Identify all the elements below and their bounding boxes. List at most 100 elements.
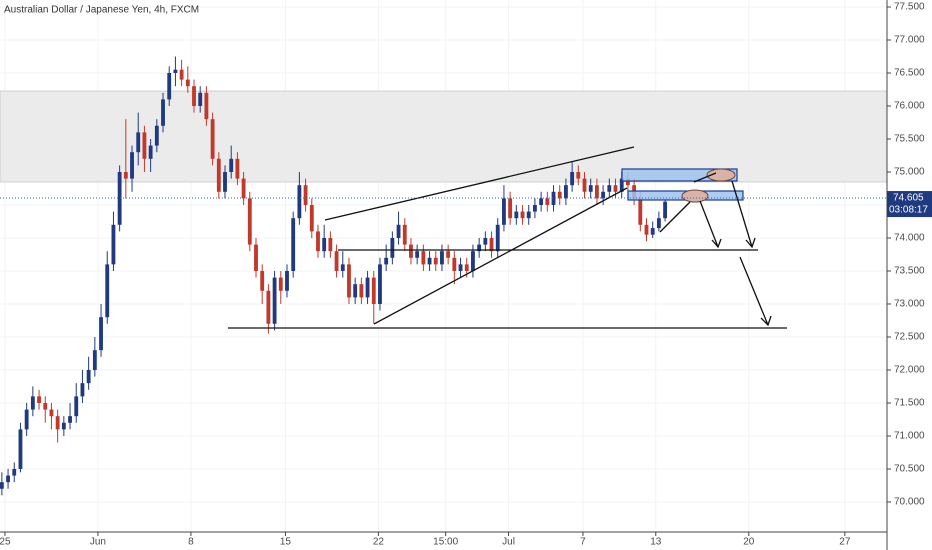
candle-body [378,264,382,304]
candle-body [148,145,153,159]
y-tick-label: 76.500 [894,68,925,79]
candle-body [254,244,258,271]
candle-body [285,270,289,291]
y-tick-label: 71.500 [894,398,925,409]
x-tick-label: 25 [0,537,11,548]
candle-body [154,125,159,146]
candle-body [613,185,618,192]
candle-body [136,132,141,153]
candle-body [247,198,252,245]
candle-body [161,99,165,126]
candle-body [266,290,271,324]
candle-body [539,198,544,205]
candle-body [142,132,147,159]
candle-body [533,204,537,212]
arrow [739,256,772,327]
candle-body [117,171,122,225]
candle-body [99,317,103,351]
ellipse-marker [681,189,709,203]
candle-body [427,257,432,265]
candle-body [477,244,482,252]
candle-body [49,409,54,417]
candle-body [576,171,581,179]
y-tick-label: 73.500 [894,266,925,277]
y-tick-label: 77.000 [894,35,925,46]
y-tick-label: 70.500 [894,464,925,475]
x-tick-label: Jul [502,537,515,548]
candle-body [0,482,4,489]
x-tick-label: 8 [188,537,194,548]
candle-body [489,237,494,252]
x-tick-label: 15 [280,537,292,548]
candle-body [18,429,23,469]
candle-body [68,416,72,423]
candle-body [216,158,221,192]
candle-body [347,264,351,298]
candles [0,56,668,496]
candle-body [656,218,661,229]
candle-body [309,204,314,232]
candle-body [452,257,457,271]
candle-body [198,92,203,106]
y-tick-label: 77.500 [894,2,925,13]
candle-body [359,284,364,298]
candle-body [384,257,389,265]
path-line [693,172,717,183]
drawings [228,146,787,329]
candle-body [167,72,172,100]
candle-body [297,185,302,219]
candle-body [619,178,624,192]
y-tick-label: 73.000 [894,299,925,310]
candle-body [514,211,519,219]
last-price-badge [887,191,932,218]
candle-body [650,228,655,235]
resistance-zone [0,90,888,183]
candle-body [229,158,234,172]
candle-body [80,383,85,397]
candle-body [625,178,630,186]
candle-body [92,350,97,370]
candle-body [316,231,320,252]
candle-body [278,277,283,291]
candle-body [601,191,606,199]
last-price-label: 74.605 [893,193,924,204]
chart-title: Australian Dollar / Japanese Yen, 4h, FX… [4,5,199,16]
candle-body [179,69,184,80]
candle-body [502,198,506,225]
countdown: 03:08:17 [889,205,928,216]
candle-body [607,185,612,192]
candle-body [204,92,209,120]
y-tick-label: 72.500 [894,332,925,343]
lower-trendline [373,187,628,325]
ellipse-marker [706,168,736,182]
candle-body [24,409,29,430]
y-tick-label: 71.000 [894,431,925,442]
candle-body [260,270,265,291]
candle-body [185,79,190,87]
candle-body [291,218,296,271]
candle-body [371,277,376,304]
x-tick-label: 27 [839,537,851,548]
candle-body [526,211,531,219]
candle-body [520,211,525,219]
candle-body [30,396,35,410]
candle-body [557,191,562,199]
candle-body [458,264,463,271]
candle-body [433,257,438,265]
candle-body [415,251,420,258]
candle-body [365,277,370,298]
candle-body [334,251,339,271]
candle-body [61,422,66,430]
candle-body [545,198,550,205]
candle-body [55,416,60,430]
candle-body [111,224,116,265]
candle-body [130,152,134,179]
candle-body [638,198,643,225]
x-tick-label: 22 [373,537,385,548]
arrow [699,200,722,249]
candle-body [328,237,333,252]
candle-body [495,224,500,252]
x-tick-label: Jun [90,537,106,548]
candle-body [446,251,451,258]
